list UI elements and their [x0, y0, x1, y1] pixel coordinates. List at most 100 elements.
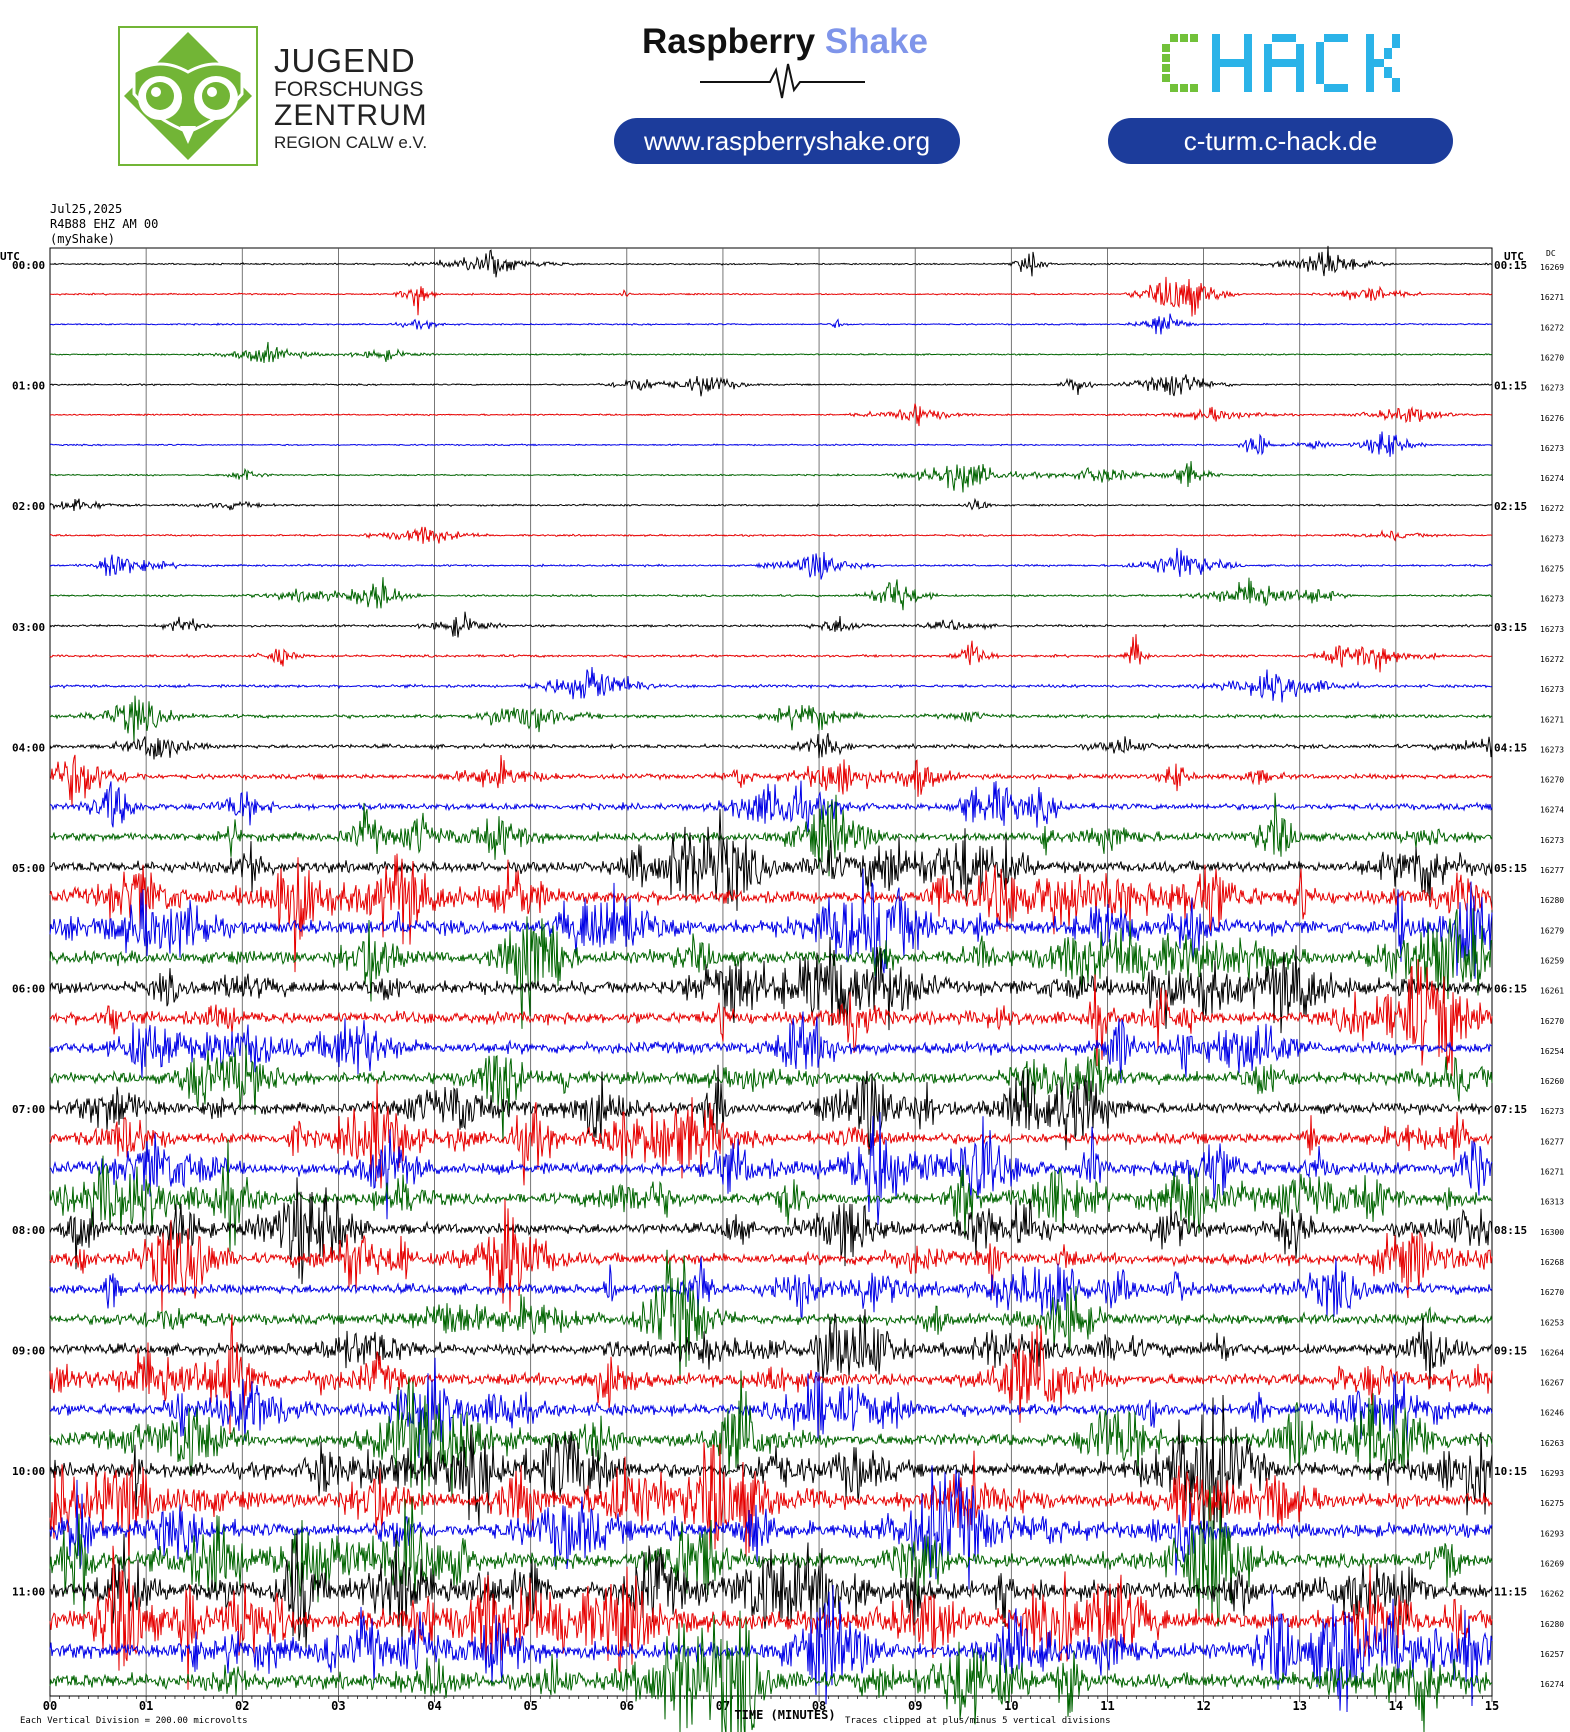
x-tick-label: 12: [1196, 1699, 1210, 1713]
trace-line-9: [49, 497, 1493, 511]
dc-offset-label: 16277: [1540, 866, 1564, 875]
dc-offset-label: 16263: [1540, 1439, 1564, 1448]
right-time-label: 11:15: [1494, 1586, 1527, 1599]
trace-line-35: [49, 1256, 1493, 1321]
trace-line-41: [49, 1394, 1493, 1546]
dc-offset-label: 16262: [1540, 1590, 1564, 1599]
dc-offset-label: 16260: [1540, 1077, 1564, 1086]
trace-line-28: [49, 1044, 1493, 1143]
chack-url[interactable]: c-turm.c-hack.de: [1108, 118, 1453, 164]
trace-line-14: [49, 634, 1493, 673]
dc-offset-label: 16254: [1540, 1047, 1564, 1056]
dc-offset-label: 16280: [1540, 896, 1564, 905]
trace-line-26: [49, 959, 1493, 1077]
left-time-label: 07:00: [12, 1103, 45, 1116]
left-time-label: 03:00: [12, 621, 45, 634]
jfz-name: JUGEND FORSCHUNGS ZENTRUM REGION CALW e.…: [274, 44, 428, 151]
trace-line-10: [49, 526, 1493, 544]
dc-offset-label: 16264: [1540, 1348, 1564, 1357]
trace-line-6: [49, 403, 1493, 427]
dc-offset-label: 16270: [1540, 353, 1564, 362]
x-tick-label: 04: [427, 1699, 441, 1713]
dc-offset-label: 16273: [1540, 836, 1564, 845]
trace-line-25: [49, 936, 1493, 1034]
vertical-division-note: Each Vertical Division = 200.00 microvol…: [20, 1716, 248, 1726]
left-time-label: 10:00: [12, 1465, 45, 1478]
x-tick-label: 02: [235, 1699, 249, 1713]
right-time-label: 09:15: [1494, 1344, 1527, 1357]
jfz-line-4: REGION CALW e.V.: [274, 133, 428, 152]
dc-offset-label: 16267: [1540, 1379, 1564, 1388]
jfz-line-3: ZENTRUM: [274, 99, 428, 132]
clip-note: Traces clipped at plus/minus 5 vertical …: [845, 1716, 1111, 1726]
x-tick-label: 13: [1293, 1699, 1307, 1713]
trace-line-36: [49, 1249, 1493, 1384]
trace-line-37: [49, 1309, 1493, 1389]
dc-offset-label: 16268: [1540, 1258, 1564, 1267]
dc-offset-label: 16273: [1540, 384, 1564, 393]
x-tick-label: 06: [620, 1699, 634, 1713]
jfz-logo: JUGEND FORSCHUNGS ZENTRUM REGION CALW e.…: [118, 26, 427, 168]
dc-offset-label: 16275: [1540, 565, 1564, 574]
dc-offset-label: 16271: [1540, 293, 1564, 302]
right-time-label: 02:15: [1494, 500, 1527, 513]
trace-line-7: [49, 431, 1493, 457]
dc-label: DC: [1546, 249, 1556, 258]
trace-line-48: [49, 1610, 1493, 1732]
trace-line-31: [49, 1112, 1493, 1226]
trace-line-47: [49, 1584, 1493, 1713]
dc-offset-label: 16273: [1540, 745, 1564, 754]
dc-offset-label: 16270: [1540, 776, 1564, 785]
left-time-label: 05:00: [12, 862, 45, 875]
right-time-label: 04:15: [1494, 741, 1527, 754]
x-tick-label: 14: [1389, 1699, 1403, 1713]
right-time-label: 06:15: [1494, 983, 1527, 996]
trace-line-20: [49, 792, 1493, 877]
dc-offset-label: 16273: [1540, 1107, 1564, 1116]
dc-offset-label: 16277: [1540, 1137, 1564, 1146]
dc-offset-label: 16313: [1540, 1198, 1564, 1207]
dc-offset-label: 16259: [1540, 956, 1564, 965]
trace-line-11: [49, 547, 1493, 580]
right-time-label: 10:15: [1494, 1465, 1527, 1478]
trace-line-23: [49, 868, 1493, 983]
trace-line-27: [49, 1011, 1493, 1084]
dc-offset-label: 16270: [1540, 1017, 1564, 1026]
dc-offset-label: 16271: [1540, 715, 1564, 724]
trace-line-8: [49, 461, 1493, 493]
trace-line-16: [49, 695, 1493, 743]
dc-offset-label: 16276: [1540, 414, 1564, 423]
raspberry-shake-url[interactable]: www.raspberryshake.org: [614, 118, 960, 164]
trace-line-32: [49, 1138, 1493, 1252]
x-tick-label: 05: [523, 1699, 537, 1713]
dc-offset-label: 16272: [1540, 504, 1564, 513]
dc-offset-label: 16300: [1540, 1228, 1564, 1237]
right-unit-label: UTC: [1504, 250, 1524, 263]
trace-line-21: [49, 809, 1493, 911]
dc-offset-label: 16261: [1540, 987, 1564, 996]
right-time-label: 03:15: [1494, 621, 1527, 634]
right-time-label: 08:15: [1494, 1224, 1527, 1237]
trace-line-2: [49, 276, 1493, 317]
trace-line-17: [49, 732, 1493, 760]
dc-offset-label: 16269: [1540, 263, 1564, 272]
left-time-label: 08:00: [12, 1224, 45, 1237]
dc-offset-label: 16272: [1540, 655, 1564, 664]
trace-line-38: [49, 1314, 1493, 1435]
station-id: R4B88 EHZ AM 00: [50, 217, 159, 231]
dc-offset-label: 16279: [1540, 926, 1564, 935]
trace-line-24: [49, 908, 1493, 1029]
trace-line-39: [49, 1357, 1493, 1459]
dc-offset-label: 16271: [1540, 1168, 1564, 1177]
x-tick-label: 15: [1485, 1699, 1499, 1713]
network-name: (myShake): [50, 232, 116, 246]
x-tick-label: 09: [908, 1699, 922, 1713]
trace-line-46: [49, 1545, 1493, 1690]
trace-line-30: [49, 1080, 1493, 1189]
seismic-pulse-icon: [700, 63, 865, 99]
x-tick-label: 10: [1004, 1699, 1018, 1713]
dc-offset-label: 16273: [1540, 625, 1564, 634]
record-date: Jul25,2025: [50, 202, 123, 216]
trace-line-22: [49, 853, 1493, 973]
